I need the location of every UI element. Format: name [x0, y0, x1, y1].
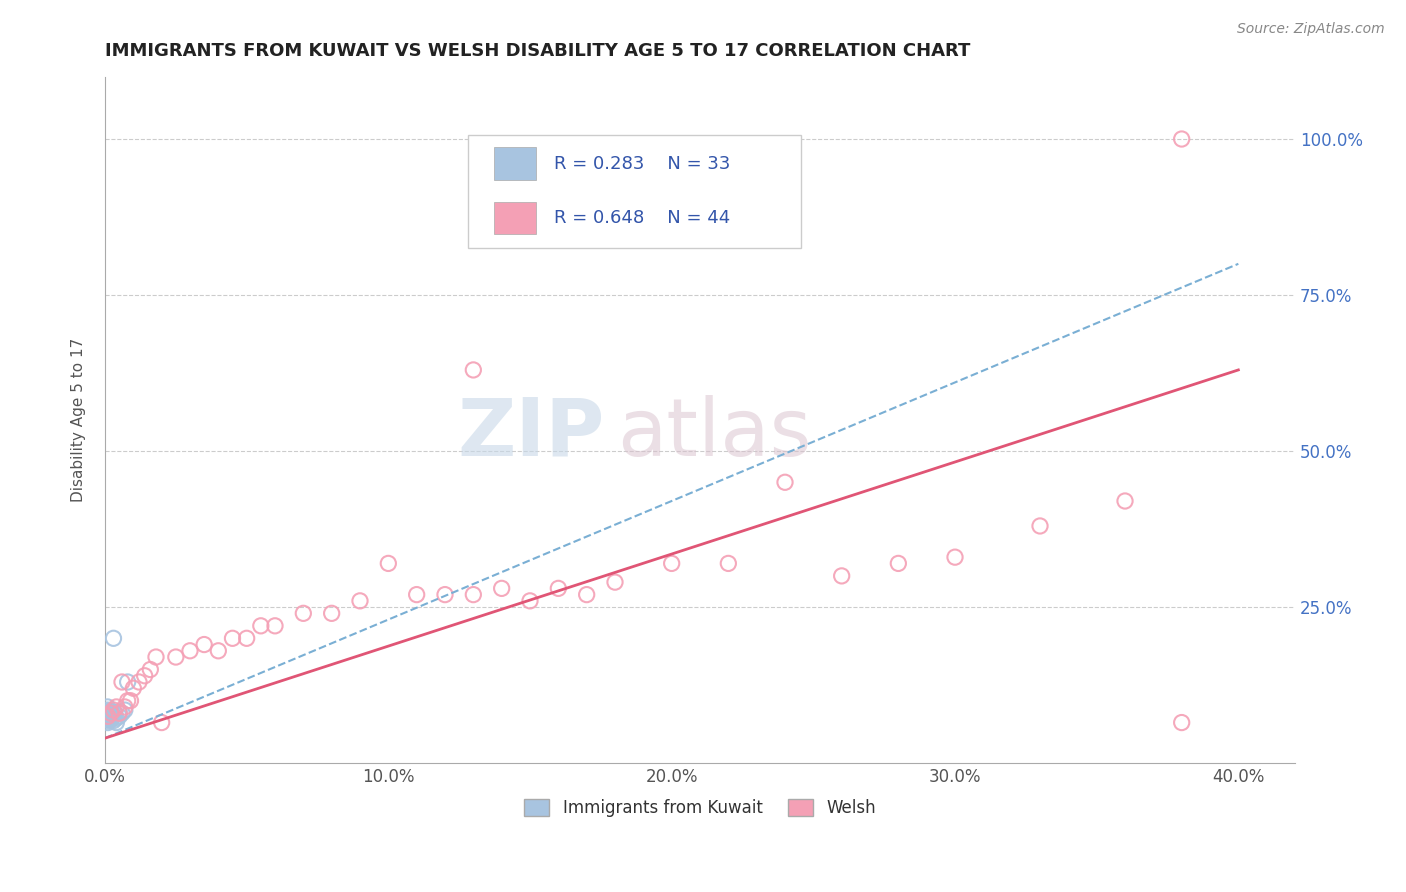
Point	[98, 709, 121, 723]
Point	[547, 582, 569, 596]
Point	[292, 607, 315, 621]
Point	[98, 713, 121, 727]
Text: atlas: atlas	[617, 394, 811, 473]
Point	[575, 588, 598, 602]
Y-axis label: Disability Age 5 to 17: Disability Age 5 to 17	[72, 338, 86, 502]
Point	[264, 619, 287, 633]
Point	[1114, 494, 1136, 508]
Point	[250, 619, 273, 633]
Point	[100, 706, 122, 721]
Point	[105, 715, 128, 730]
Text: Source: ZipAtlas.com: Source: ZipAtlas.com	[1237, 22, 1385, 37]
Point	[100, 709, 122, 723]
Point	[100, 713, 122, 727]
Point	[321, 607, 343, 621]
Text: R = 0.283    N = 33: R = 0.283 N = 33	[554, 155, 730, 173]
Point	[193, 638, 215, 652]
Point	[433, 588, 456, 602]
FancyBboxPatch shape	[494, 202, 536, 235]
Point	[97, 714, 120, 728]
Point	[773, 475, 796, 490]
Point	[105, 700, 128, 714]
Point	[96, 709, 118, 723]
Point	[104, 706, 127, 721]
Text: ZIP: ZIP	[457, 394, 605, 473]
Point	[943, 550, 966, 565]
Point	[139, 663, 162, 677]
Point	[108, 706, 131, 721]
Point	[145, 650, 167, 665]
Point	[97, 705, 120, 719]
Point	[519, 594, 541, 608]
Point	[97, 709, 120, 723]
Text: IMMIGRANTS FROM KUWAIT VS WELSH DISABILITY AGE 5 TO 17 CORRELATION CHART: IMMIGRANTS FROM KUWAIT VS WELSH DISABILI…	[105, 42, 970, 60]
Point	[96, 703, 118, 717]
Point	[117, 675, 139, 690]
Point	[491, 582, 513, 596]
Point	[97, 715, 120, 730]
Point	[96, 705, 118, 719]
FancyBboxPatch shape	[468, 135, 801, 248]
Point	[463, 363, 485, 377]
Point	[97, 709, 120, 723]
Point	[97, 707, 120, 722]
Point	[105, 711, 128, 725]
Point	[221, 632, 243, 646]
Point	[117, 694, 139, 708]
Point	[108, 705, 131, 719]
Point	[103, 714, 125, 728]
Point	[1029, 519, 1052, 533]
Legend: Immigrants from Kuwait, Welsh: Immigrants from Kuwait, Welsh	[517, 792, 882, 823]
Point	[111, 706, 134, 721]
Point	[1170, 715, 1192, 730]
Point	[179, 644, 201, 658]
Point	[463, 588, 485, 602]
Point	[1170, 132, 1192, 146]
Point	[831, 569, 853, 583]
Point	[114, 700, 136, 714]
Text: R = 0.648    N = 44: R = 0.648 N = 44	[554, 209, 730, 227]
Point	[98, 704, 121, 718]
Point	[114, 703, 136, 717]
Point	[405, 588, 427, 602]
Point	[96, 707, 118, 722]
Point	[235, 632, 257, 646]
Point	[150, 715, 173, 730]
Point	[134, 669, 156, 683]
Point	[103, 632, 125, 646]
Point	[103, 703, 125, 717]
Point	[98, 706, 121, 721]
Point	[122, 681, 145, 696]
Point	[100, 705, 122, 719]
FancyBboxPatch shape	[494, 147, 536, 180]
Point	[717, 557, 740, 571]
Point	[661, 557, 683, 571]
Point	[97, 713, 120, 727]
Point	[103, 709, 125, 723]
Point	[128, 675, 150, 690]
Point	[108, 709, 131, 723]
Point	[165, 650, 187, 665]
Point	[100, 707, 122, 722]
Point	[97, 710, 120, 724]
Point	[111, 675, 134, 690]
Point	[207, 644, 229, 658]
Point	[96, 700, 118, 714]
Point	[887, 557, 910, 571]
Point	[98, 708, 121, 723]
Point	[120, 694, 142, 708]
Point	[97, 711, 120, 725]
Point	[349, 594, 371, 608]
Point	[377, 557, 399, 571]
Point	[603, 575, 626, 590]
Point	[101, 711, 124, 725]
